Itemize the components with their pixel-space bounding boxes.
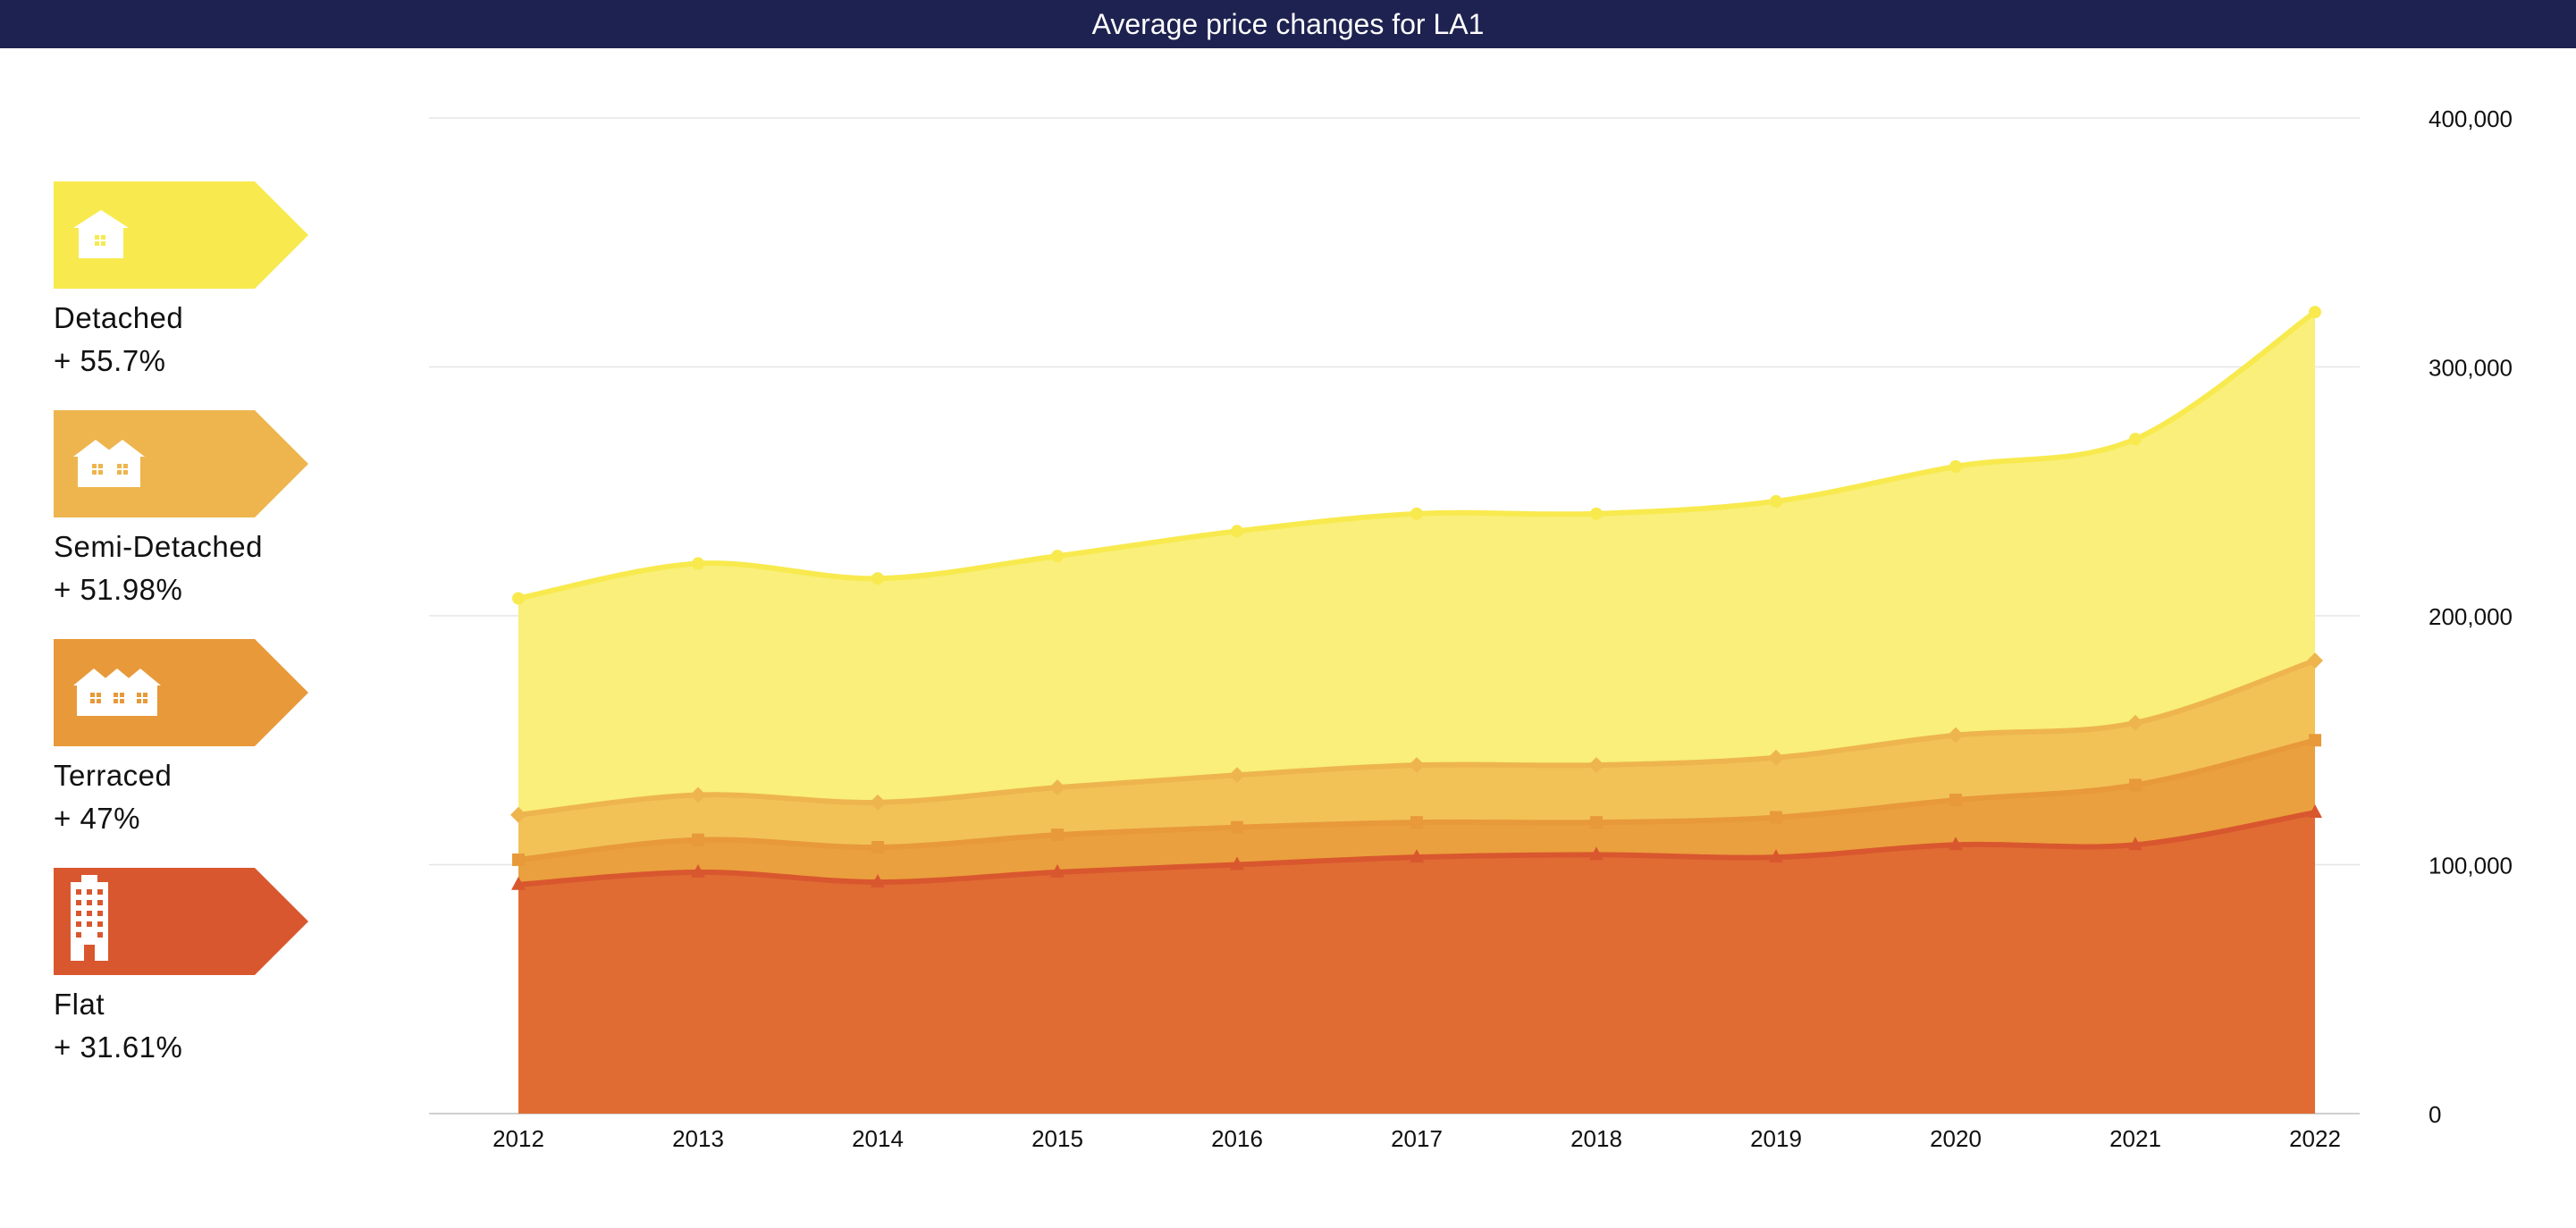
x-tick-label: 2022 <box>2289 1125 2341 1152</box>
point-detached <box>1231 525 1243 538</box>
point-detached <box>692 557 704 570</box>
point-flat <box>2308 804 2322 819</box>
legend-item-detached[interactable]: Detached + 55.7% <box>54 181 322 410</box>
x-tick-label: 2018 <box>1570 1125 1622 1152</box>
x-tick-label: 2021 <box>2109 1125 2161 1152</box>
legend-change-value: + 47% <box>54 802 140 835</box>
point-flat <box>1949 837 1963 851</box>
legend-label: Flat <box>54 988 105 1021</box>
legend-change-value: + 51.98% <box>54 573 183 606</box>
y-tick-label: 200,000 <box>2429 603 2513 630</box>
point-flat <box>2128 837 2142 851</box>
area-flat <box>518 812 2315 1114</box>
legend-label: Terraced <box>54 759 173 792</box>
point-terraced <box>2129 778 2142 792</box>
point-terraced <box>1949 794 1962 807</box>
legend-badge-semi-detached <box>54 410 308 517</box>
point-semi-detached <box>870 794 886 811</box>
point-flat <box>1050 863 1065 878</box>
point-detached <box>2309 306 2321 319</box>
point-semi-detached <box>1588 757 1604 774</box>
x-tick-label: 2015 <box>1031 1125 1083 1152</box>
point-flat <box>511 876 526 890</box>
legend-change-value: + 31.61% <box>54 1030 183 1064</box>
x-tick-label: 2013 <box>672 1125 724 1152</box>
point-detached <box>1770 494 1782 508</box>
point-semi-detached <box>1409 757 1425 774</box>
point-detached <box>1590 507 1603 520</box>
legend-label: Semi-Detached <box>54 530 263 563</box>
legend-item-flat[interactable]: Flat + 31.61% <box>54 868 322 1097</box>
point-semi-detached <box>2127 714 2143 731</box>
point-terraced <box>1051 828 1064 842</box>
point-flat <box>1769 849 1783 863</box>
x-tick-label: 2014 <box>852 1125 904 1152</box>
point-detached <box>2129 433 2142 446</box>
legend-change-value: + 55.7% <box>54 344 166 377</box>
point-terraced <box>2309 734 2321 747</box>
point-flat <box>1230 856 1244 871</box>
x-tick-label: 2019 <box>1750 1125 1802 1152</box>
point-terraced <box>871 841 884 854</box>
terraced-houses-icon <box>73 669 161 716</box>
point-flat <box>691 863 705 878</box>
point-detached <box>1949 459 1962 473</box>
x-tick-label: 2012 <box>492 1125 544 1152</box>
y-tick-label: 300,000 <box>2429 355 2513 382</box>
y-tick-label: 400,000 <box>2429 105 2513 132</box>
point-terraced <box>1770 811 1782 824</box>
x-tick-label: 2016 <box>1211 1125 1263 1152</box>
legend-badge-flat <box>54 868 308 975</box>
legend-label: Detached <box>54 301 184 334</box>
x-tick-label: 2017 <box>1391 1125 1443 1152</box>
point-terraced <box>512 853 525 866</box>
legend-badge-detached <box>54 181 308 289</box>
legend-badge-terraced <box>54 639 308 746</box>
point-flat <box>1589 846 1604 861</box>
point-detached <box>871 572 884 585</box>
point-flat <box>871 873 885 887</box>
point-terraced <box>1231 820 1243 834</box>
point-semi-detached <box>1948 727 1964 744</box>
y-tick-label: 100,000 <box>2429 853 2513 879</box>
point-semi-detached <box>510 806 526 823</box>
semi-detached-house-icon <box>73 440 145 487</box>
point-detached <box>512 592 525 605</box>
legend: Detached + 55.7% Semi-Detac <box>54 181 322 1097</box>
legend-item-semi-detached[interactable]: Semi-Detached + 51.98% <box>54 410 322 639</box>
point-terraced <box>1410 816 1423 829</box>
x-tick-label: 2020 <box>1930 1125 1982 1152</box>
legend-item-terraced[interactable]: Terraced + 47% <box>54 639 322 868</box>
point-terraced <box>1590 816 1603 829</box>
point-semi-detached <box>2307 652 2323 669</box>
flat-building-icon <box>71 875 108 961</box>
point-flat <box>1410 849 1424 863</box>
detached-house-icon <box>73 210 129 258</box>
point-semi-detached <box>1229 767 1245 784</box>
point-semi-detached <box>690 786 706 803</box>
point-semi-detached <box>1049 779 1065 796</box>
y-tick-label: 0 <box>2429 1101 2441 1128</box>
point-terraced <box>692 833 704 846</box>
point-semi-detached <box>1768 749 1784 766</box>
chart-title: Average price changes for LA1 <box>0 0 2576 48</box>
point-detached <box>1051 550 1064 563</box>
point-detached <box>1410 507 1423 520</box>
